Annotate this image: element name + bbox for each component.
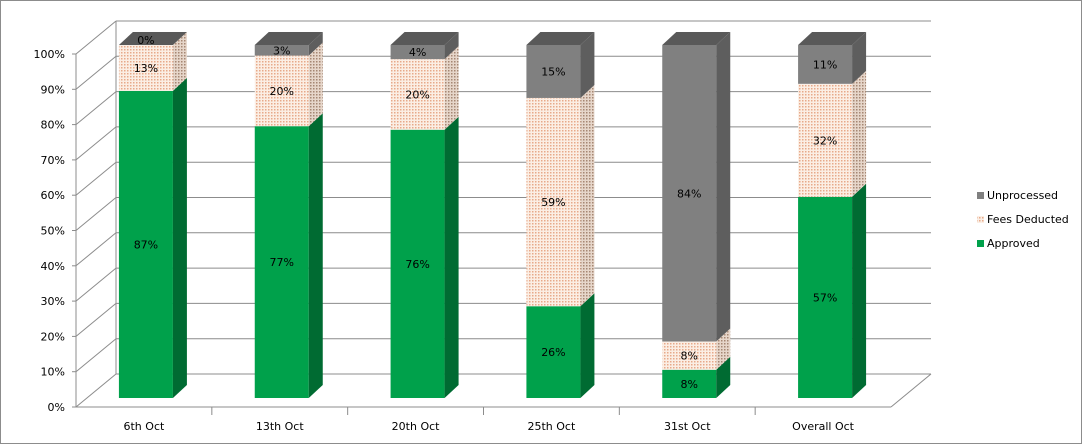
bar-unprocessed-front: [526, 45, 581, 98]
bar-approved-side: [852, 183, 867, 398]
y-tick-label: 40%: [41, 260, 65, 273]
data-label: 32%: [813, 134, 837, 147]
legend-swatch-unprocessed: [977, 192, 984, 199]
y-tick-label: 0%: [48, 401, 65, 414]
bar-approved-front: [390, 129, 445, 398]
bar-unprocessed-side: [444, 32, 459, 60]
bar-approved-front: [254, 126, 309, 398]
bar-approved-side: [308, 113, 323, 398]
data-label: 13%: [134, 62, 158, 75]
side-wall-gridline: [75, 338, 117, 373]
bar-unprocessed-front: [390, 45, 445, 60]
bar-unprocessed-front: [798, 45, 853, 84]
data-label: 11%: [813, 58, 837, 71]
bar-fees-deducted-side: [580, 84, 595, 307]
x-tick-label: 31st Oct: [664, 420, 711, 433]
bar-fees-deducted-side: [172, 32, 187, 91]
bar-approved-front: [118, 90, 173, 398]
bar-unprocessed-side: [580, 32, 595, 98]
y-tick-label: 90%: [41, 83, 65, 96]
bar-approved-side: [716, 356, 731, 398]
x-tick-label: 13th Oct: [256, 420, 304, 433]
legend-label: Approved: [987, 237, 1040, 250]
y-tick-label: 30%: [41, 295, 65, 308]
side-wall-gridline: [75, 267, 117, 302]
data-label: 20%: [405, 88, 429, 101]
x-tick-label: 25th Oct: [528, 420, 576, 433]
y-tick-label: 70%: [41, 154, 65, 167]
bar-unprocessed-side: [308, 32, 323, 56]
y-tick-label: 10%: [41, 366, 65, 379]
side-wall-gridline: [75, 197, 117, 231]
bar-unprocessed-top: [526, 32, 595, 45]
bar-fees-deducted-side: [716, 328, 731, 370]
side-wall-gridline: [75, 55, 117, 90]
data-label: 87%: [134, 238, 158, 251]
legend-label: Unprocessed: [987, 189, 1058, 202]
bar-fees-deducted-front: [526, 97, 581, 307]
side-wall-gridline: [75, 303, 117, 337]
bar-fees-deducted-side: [308, 42, 323, 127]
data-label: 4%: [409, 46, 426, 59]
y-tick-label: 80%: [41, 119, 65, 132]
floor-right-edge: [890, 373, 932, 408]
bar-fees-deducted-side: [444, 46, 459, 130]
y-tick-label: 100%: [34, 48, 65, 61]
y-tick-label: 60%: [41, 189, 65, 202]
side-wall-gridline: [75, 373, 117, 408]
data-label: 20%: [270, 85, 294, 98]
data-label: 8%: [681, 350, 698, 363]
y-tick-label: 20%: [41, 330, 65, 343]
side-wall-gridline: [75, 161, 117, 196]
side-wall-gridline: [75, 20, 117, 55]
x-tick-label: Overall Oct: [792, 420, 855, 433]
side-wall-gridline: [75, 126, 117, 161]
data-label: 76%: [405, 258, 429, 271]
bar-fees-deducted-front: [254, 55, 309, 127]
side-wall-gridline: [75, 232, 117, 267]
data-label: 0%: [137, 34, 154, 47]
legend-swatch-approved: [977, 240, 984, 247]
bar-approved-side: [172, 77, 187, 398]
bar-unprocessed-front: [662, 45, 717, 342]
bar-unprocessed-side: [852, 32, 867, 84]
data-label: 59%: [541, 196, 565, 209]
x-tick-label: 20th Oct: [392, 420, 440, 433]
bar-unprocessed-side: [716, 32, 731, 342]
bar-approved-side: [580, 293, 595, 398]
data-label: 3%: [273, 44, 290, 57]
data-label: 8%: [681, 378, 698, 391]
data-label: 26%: [541, 346, 565, 359]
bar-fees-deducted-front: [798, 83, 853, 197]
bar-fees-deducted-front: [390, 59, 445, 130]
y-tick-label: 50%: [41, 225, 65, 238]
data-label: 84%: [677, 187, 701, 200]
data-label: 15%: [541, 65, 565, 78]
data-label: 57%: [813, 291, 837, 304]
data-label: 77%: [270, 256, 294, 269]
x-tick-label: 6th Oct: [124, 420, 165, 433]
bar-approved-front: [798, 196, 853, 398]
legend: Unprocessed Fees Deducted Approved: [977, 189, 1069, 250]
bar-approved-side: [444, 116, 459, 398]
bar-fees-deducted-side: [852, 70, 867, 197]
bar-approved-front: [662, 369, 717, 398]
bar-fees-deducted-front: [662, 341, 717, 370]
bar-unprocessed-top: [390, 32, 459, 45]
bar-unprocessed-top: [118, 32, 187, 45]
bar-unprocessed-top: [798, 32, 867, 45]
bar-unprocessed-top: [254, 32, 323, 45]
bar-approved-front: [526, 306, 581, 398]
bar-unprocessed-top: [662, 32, 731, 45]
legend-swatch-fees-deducted: [977, 216, 984, 223]
legend-label: Fees Deducted: [987, 213, 1069, 226]
bar-unprocessed-front: [254, 45, 309, 56]
side-wall-gridline: [75, 91, 117, 125]
bar-fees-deducted-front: [118, 45, 173, 91]
